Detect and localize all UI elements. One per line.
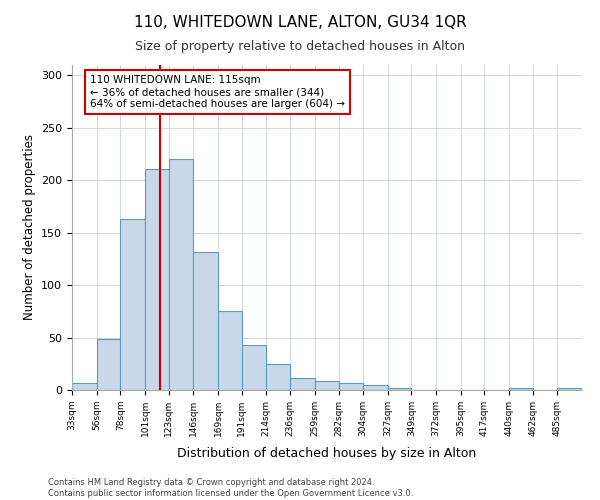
Bar	[193, 252, 218, 390]
Y-axis label: Number of detached properties: Number of detached properties	[23, 134, 35, 320]
Bar	[72, 382, 97, 390]
Bar	[290, 378, 314, 390]
X-axis label: Distribution of detached houses by size in Alton: Distribution of detached houses by size …	[178, 447, 476, 460]
Bar	[340, 382, 363, 390]
Bar	[218, 312, 242, 390]
Text: 110, WHITEDOWN LANE, ALTON, GU34 1QR: 110, WHITEDOWN LANE, ALTON, GU34 1QR	[134, 15, 466, 30]
Text: Contains HM Land Registry data © Crown copyright and database right 2024.
Contai: Contains HM Land Registry data © Crown c…	[48, 478, 413, 498]
Bar	[314, 380, 340, 390]
Bar	[266, 364, 290, 390]
Bar	[388, 388, 411, 390]
Bar	[363, 385, 388, 390]
Bar	[169, 160, 193, 390]
Bar	[145, 169, 169, 390]
Bar	[557, 388, 582, 390]
Bar	[121, 219, 145, 390]
Bar	[509, 388, 533, 390]
Text: 110 WHITEDOWN LANE: 115sqm
← 36% of detached houses are smaller (344)
64% of sem: 110 WHITEDOWN LANE: 115sqm ← 36% of deta…	[90, 76, 345, 108]
Bar	[242, 345, 266, 390]
Text: Size of property relative to detached houses in Alton: Size of property relative to detached ho…	[135, 40, 465, 53]
Bar	[97, 338, 121, 390]
